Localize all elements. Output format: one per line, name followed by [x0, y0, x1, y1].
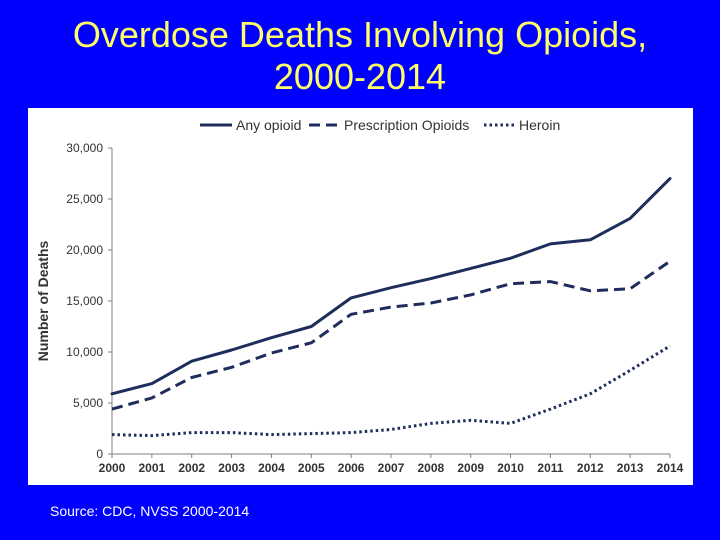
y-tick-label: 5,000	[73, 396, 103, 410]
x-tick-label: 2002	[178, 461, 205, 475]
legend-label: Prescription Opioids	[344, 117, 469, 133]
slide-title-line-1: Overdose Deaths Involving Opioids,	[72, 14, 648, 55]
x-tick-label: 2011	[537, 461, 563, 475]
x-tick-label: 2007	[378, 461, 405, 475]
y-tick-label: 0	[96, 447, 103, 461]
y-tick-label: 25,000	[66, 192, 103, 206]
series-line-prescription-opioids	[111, 259, 671, 411]
x-tick-label: 2004	[258, 461, 285, 475]
y-tick-label: 30,000	[66, 141, 103, 155]
x-tick-label: 2009	[457, 461, 484, 475]
source-note: Source: CDC, NVSS 2000-2014	[50, 503, 250, 519]
chart-panel: 0 5,000 10,000 15,000 20,000 25,000 30,000 2000…	[28, 108, 693, 485]
x-tick-label: 2008	[418, 461, 445, 475]
x-tick-label: 2001	[139, 461, 166, 475]
legend-label: Any opioid	[236, 117, 301, 133]
x-tick-label: 2010	[497, 461, 524, 475]
legend-label: Heroin	[519, 117, 560, 133]
y-axis-title: Number of Deaths	[35, 241, 51, 362]
x-tick-label: 2000	[99, 461, 126, 475]
x-tick-label: 2014	[657, 461, 684, 475]
y-tick-label: 20,000	[66, 243, 103, 257]
line-chart: 0 5,000 10,000 15,000 20,000 25,000 30,000 2000…	[35, 117, 684, 475]
x-tick-label: 2012	[577, 461, 604, 475]
x-tick-label: 2006	[338, 461, 365, 475]
series-line-any-opioid	[110, 177, 672, 396]
slide-title-line-2: 2000-2014	[273, 56, 447, 97]
x-tick-label: 2003	[218, 461, 245, 475]
x-tick-label: 2005	[298, 461, 325, 475]
slide-title: Overdose Deaths Involving Opioids, 2000-…	[0, 14, 720, 98]
y-tick-label: 10,000	[66, 345, 103, 359]
x-tick-label: 2013	[617, 461, 644, 475]
y-tick-label: 15,000	[66, 294, 103, 308]
